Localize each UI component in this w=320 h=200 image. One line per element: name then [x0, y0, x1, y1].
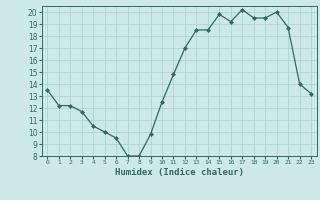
X-axis label: Humidex (Indice chaleur): Humidex (Indice chaleur) [115, 168, 244, 177]
